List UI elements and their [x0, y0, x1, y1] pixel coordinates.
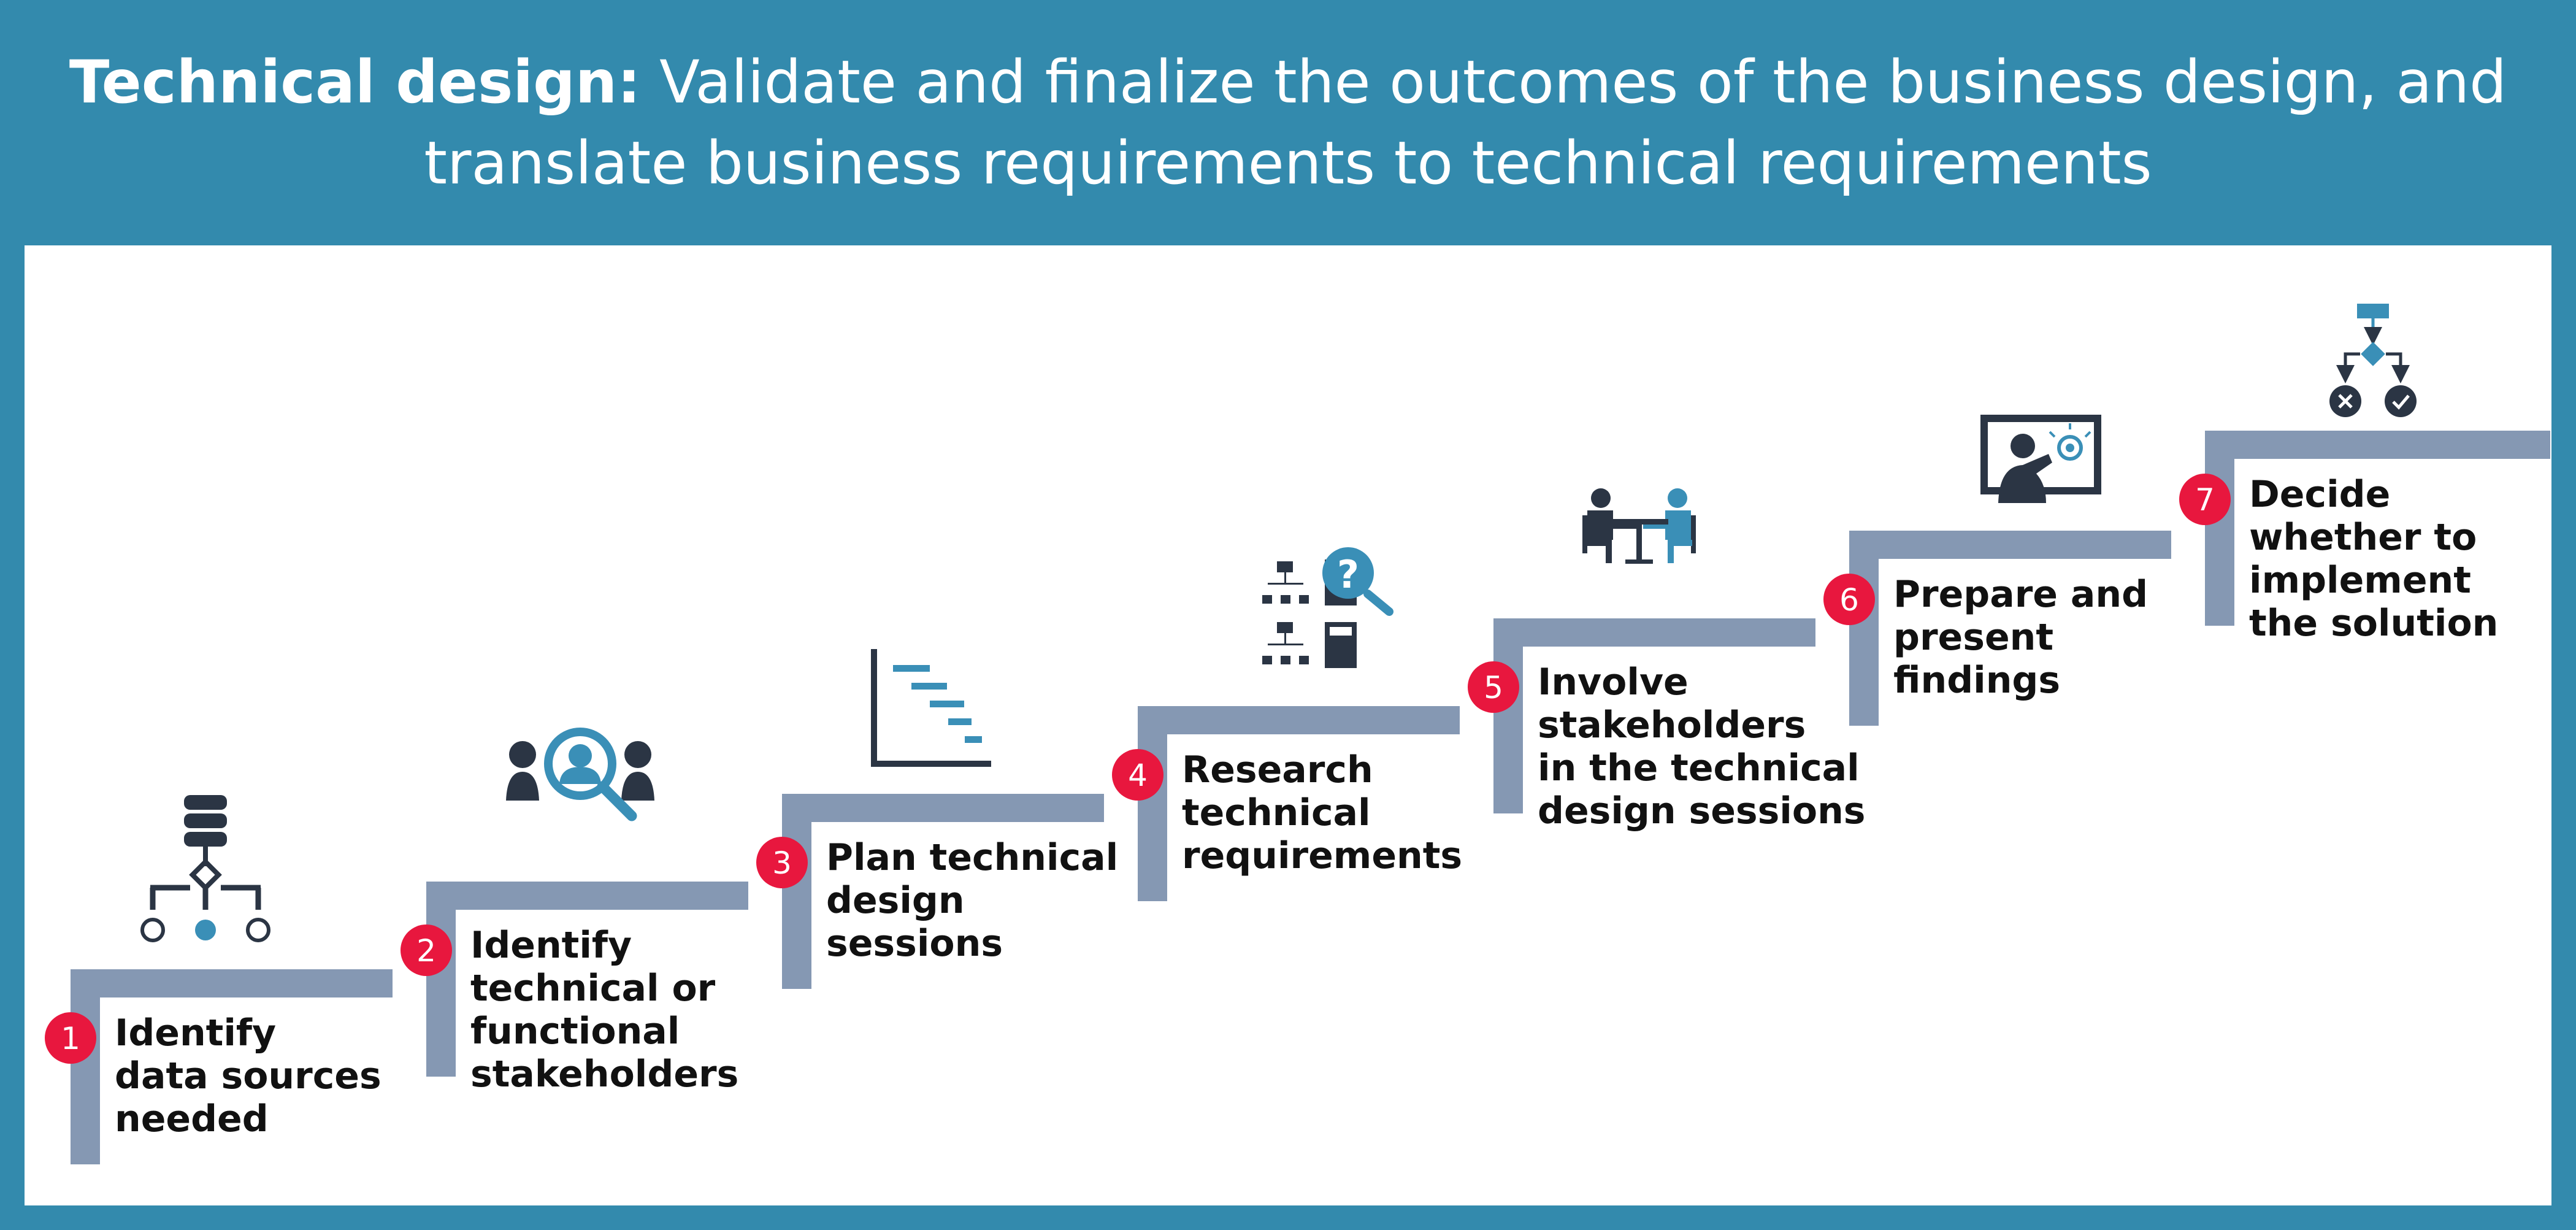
- step-2-number: 2: [416, 933, 436, 969]
- step-3-badge: 3: [756, 837, 808, 888]
- title-bold: Technical design:: [69, 48, 641, 117]
- step-3-label: Plan technical design sessions: [826, 836, 1119, 965]
- database-hierarchy-icon: [140, 795, 270, 942]
- step-5-number: 5: [1484, 670, 1503, 705]
- step-6-label: Prepare and present findings: [1893, 573, 2149, 702]
- meeting-table-icon: [1582, 488, 1696, 564]
- step-7-number: 7: [2195, 482, 2215, 518]
- gantt-chart-icon: [871, 649, 991, 767]
- step-5-stair: [1493, 618, 1815, 813]
- step-4-badge: 4: [1112, 749, 1163, 801]
- step-2-label: Identify technical or functional stakeho…: [470, 924, 739, 1096]
- step-6-badge: 6: [1823, 574, 1875, 625]
- step-4-number: 4: [1128, 758, 1148, 793]
- step-6-number: 6: [1839, 582, 1859, 618]
- diagram-panel: 1 2 3 4: [25, 245, 2551, 1205]
- decision-flowchart-icon: [2329, 304, 2417, 417]
- header-banner: Technical design: Validate and finalize …: [0, 0, 2576, 245]
- staircase-diagram: 1 2 3 4: [45, 304, 2550, 1164]
- org-chart-calculator-search-icon: ?: [1262, 547, 1393, 668]
- title-line-2: translate business requirements to techn…: [424, 129, 2152, 198]
- page-title: Technical design: Validate and finalize …: [43, 42, 2533, 204]
- step-7-badge: 7: [2179, 474, 2231, 525]
- step-5-badge: 5: [1468, 661, 1519, 713]
- step-7-stair: [2205, 431, 2550, 626]
- step-5-label: Involve stakeholders in the technical de…: [1538, 661, 1866, 832]
- step-2-badge: 2: [401, 924, 452, 976]
- presentation-screen-icon: [1980, 415, 2101, 503]
- step-3-stair: [782, 794, 1104, 989]
- step-7-label: Decide whether to implement the solution: [2249, 473, 2499, 645]
- svg-text:?: ?: [1337, 552, 1359, 597]
- step-4-label: Research technical requirements: [1182, 748, 1463, 877]
- step-1-number: 1: [61, 1021, 80, 1056]
- step-1-stair: [71, 969, 393, 1164]
- step-6-stair: [1849, 531, 2171, 726]
- step-2-stair: [426, 882, 748, 1077]
- step-4-stair: [1138, 706, 1460, 901]
- step-1-badge: 1: [45, 1012, 96, 1064]
- step-1-label: Identify data sources needed: [115, 1012, 381, 1140]
- title-line-1: Validate and finalize the outcomes of th…: [659, 48, 2507, 117]
- people-search-icon: [506, 728, 654, 821]
- step-3-number: 3: [772, 845, 792, 881]
